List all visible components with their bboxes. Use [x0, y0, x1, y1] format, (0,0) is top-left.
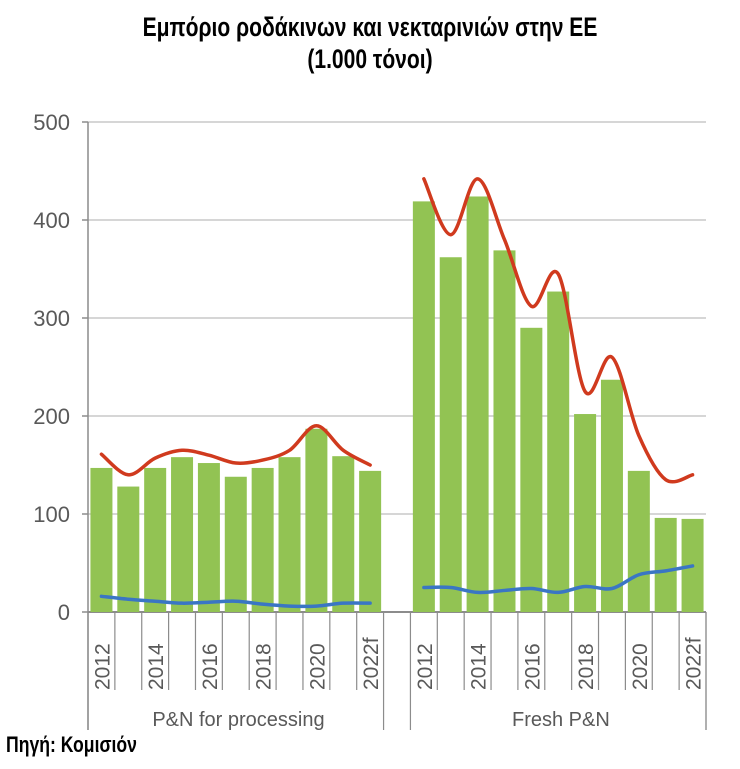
x-tick-label: 2022f	[360, 637, 383, 690]
x-tick-label: 2016	[521, 643, 544, 690]
bar-p-n-for-processing-2014	[144, 467, 167, 612]
y-tick-label: 200	[33, 404, 70, 429]
x-tick-label: 2016	[199, 643, 222, 690]
y-tick-label: 100	[33, 502, 70, 527]
bar-p-n-for-processing-2012	[90, 467, 113, 612]
bar-fresh-p-n-2021	[654, 517, 677, 612]
blue-line-1	[422, 564, 695, 595]
x-tick-label: 2020	[306, 643, 329, 690]
group-label: Fresh P&N	[512, 709, 610, 731]
x-tick-label: 2022f	[683, 637, 706, 690]
bar-p-n-for-processing-2018	[251, 467, 274, 612]
chart-title: Εμπόριο ροδάκινων και νεκταρινιών στην Ε…	[142, 12, 598, 42]
chart-subtitle: (1.000 τόνοι)	[307, 44, 433, 74]
bar-fresh-p-n-2020	[627, 470, 650, 612]
red-line-1	[422, 177, 695, 484]
bar-fresh-p-n-2013	[439, 257, 462, 612]
red-line-0	[99, 424, 372, 477]
y-tick-label: 300	[33, 306, 70, 331]
x-tick-label: 2012	[414, 643, 437, 690]
x-tick-label: 2020	[629, 643, 652, 690]
bar-p-n-for-processing-2013	[117, 486, 140, 612]
bar-fresh-p-n-2016	[520, 327, 543, 612]
bar-p-n-for-processing-2017	[224, 476, 247, 612]
bar-fresh-p-n-2018	[574, 414, 597, 612]
bar-fresh-p-n-2017	[547, 291, 570, 612]
blue-line-0	[99, 594, 372, 609]
bar-fresh-p-n-2014	[466, 196, 489, 613]
bar-p-n-for-processing-2019	[278, 457, 301, 612]
y-tick-label: 0	[58, 600, 70, 625]
x-tick-label: 2014	[145, 643, 168, 690]
group-label: P&N for processing	[152, 709, 324, 731]
bar-p-n-for-processing-2021	[332, 456, 355, 612]
y-tick-label: 400	[33, 208, 70, 233]
x-tick-label: 2018	[253, 643, 276, 690]
source-note: Πηγή: Κομισιόν	[6, 732, 137, 757]
bar-fresh-p-n-2015	[493, 250, 516, 612]
bar-p-n-for-processing-2022f	[359, 470, 382, 612]
bar-p-n-for-processing-2016	[197, 463, 220, 612]
bar-p-n-for-processing-2020	[305, 428, 328, 612]
x-tick-label: 2014	[468, 643, 491, 690]
x-tick-label: 2018	[575, 643, 598, 690]
x-tick-label: 2012	[91, 643, 114, 690]
bar-fresh-p-n-2019	[600, 379, 623, 612]
bar-p-n-for-processing-2015	[171, 457, 194, 612]
bar-fresh-p-n-2012	[412, 201, 435, 612]
y-tick-label: 500	[33, 110, 70, 135]
